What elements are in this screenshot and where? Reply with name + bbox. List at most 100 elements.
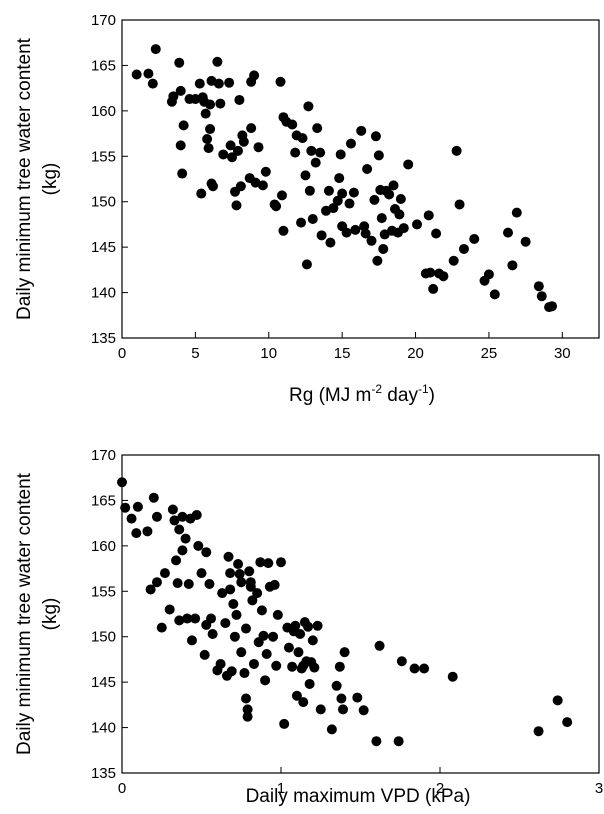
data-point [226, 666, 237, 677]
data-point [374, 640, 385, 651]
data-point [245, 581, 256, 592]
data-point [272, 609, 283, 620]
data-point [174, 57, 185, 68]
data-point [261, 648, 272, 659]
data-point [213, 78, 224, 89]
x-tick-label: 20 [407, 345, 424, 362]
data-point [258, 630, 269, 641]
y-axis-title: Daily minimum tree water content [14, 472, 35, 755]
data-point [293, 647, 304, 658]
data-point [276, 557, 286, 568]
x-tick-label: 25 [481, 345, 498, 362]
data-point [334, 173, 345, 184]
data-point [431, 228, 442, 239]
plot-frame [121, 19, 600, 339]
data-point [215, 98, 226, 109]
data-point [287, 119, 298, 130]
data-point [168, 91, 179, 102]
data-point [334, 661, 345, 672]
y-tick-label: 145 [91, 674, 116, 691]
data-point [126, 513, 137, 524]
data-point [307, 635, 318, 646]
data-point [328, 203, 339, 214]
data-point [171, 555, 182, 566]
data-point [217, 588, 228, 599]
data-point [204, 579, 215, 590]
y-tick-label: 145 [91, 239, 116, 256]
data-point [150, 44, 161, 55]
data-point [244, 566, 255, 577]
data-point [247, 595, 258, 606]
data-point [241, 693, 252, 704]
data-point [403, 159, 414, 170]
data-point [174, 615, 185, 626]
data-point [132, 501, 143, 512]
data-point [225, 568, 236, 579]
data-point [300, 170, 311, 181]
data-point [164, 604, 175, 615]
data-point [234, 94, 245, 105]
data-point [151, 511, 162, 522]
data-point [180, 533, 191, 544]
x-tick-label: 0 [118, 780, 126, 797]
data-point [239, 668, 250, 679]
data-point [458, 243, 469, 254]
data-point [193, 540, 204, 551]
data-point [278, 225, 289, 236]
y-tick-label: 135 [91, 330, 116, 347]
data-point [483, 269, 494, 280]
y-axis-title-unit: (kg) [40, 598, 61, 631]
x-tick-label: 15 [334, 345, 351, 362]
data-point [182, 613, 193, 624]
data-point [279, 718, 290, 729]
data-point [215, 658, 226, 669]
data-point [331, 680, 342, 691]
data-point [315, 147, 326, 158]
data-point [345, 138, 356, 149]
y-tick-label: 170 [91, 12, 116, 29]
x-tick-label: 2 [436, 780, 444, 797]
data-point [199, 649, 210, 660]
data-point [412, 219, 423, 230]
data-point [552, 695, 563, 706]
data-point [301, 259, 312, 270]
data-point [246, 123, 257, 134]
data-point [398, 223, 409, 234]
data-point [203, 143, 214, 154]
data-points [117, 477, 573, 747]
data-point [177, 545, 188, 556]
data-point [323, 185, 334, 196]
data-point [248, 658, 259, 669]
data-point [172, 578, 183, 589]
data-point [205, 124, 216, 135]
y-tick-label: 155 [91, 148, 116, 165]
data-point [428, 283, 439, 294]
data-point [350, 224, 361, 235]
data-point [260, 675, 271, 686]
x-axis-title-superscript: -2 [371, 382, 382, 396]
x-tick-label: 5 [191, 345, 199, 362]
data-point [151, 577, 162, 588]
data-point [419, 663, 430, 674]
data-point [341, 227, 352, 238]
data-point [562, 717, 573, 728]
y-tick-label: 155 [91, 583, 116, 600]
x-axis-title-part: Rg (MJ m [289, 385, 371, 406]
data-point [236, 577, 247, 588]
data-point [547, 301, 558, 312]
data-point [269, 579, 280, 590]
data-point [388, 180, 399, 191]
data-point [298, 697, 309, 708]
data-point [307, 213, 318, 224]
data-point [183, 579, 194, 590]
data-point [186, 635, 197, 646]
data-point [178, 120, 189, 131]
y-tick-label: 160 [91, 538, 116, 555]
data-point [205, 99, 216, 110]
data-point [362, 164, 373, 175]
y-axis-title: Daily minimum tree water content [14, 37, 35, 320]
data-point [315, 704, 326, 715]
data-point [143, 68, 154, 79]
